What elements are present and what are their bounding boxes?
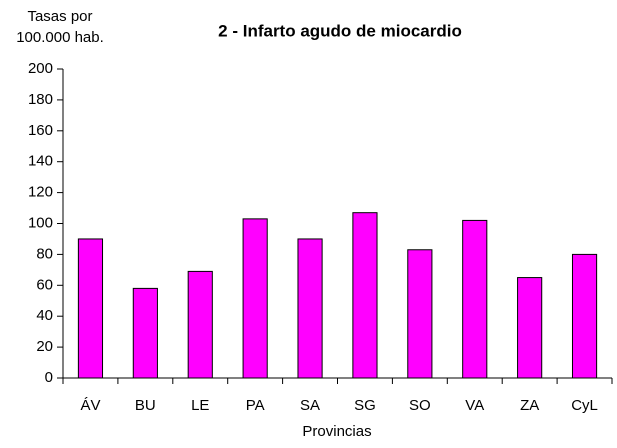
x-tick-label: CyL [571, 397, 598, 414]
x-tick-label: ÁV [80, 397, 100, 414]
x-tick-label: PA [246, 397, 265, 414]
y-tick-label: 160 [28, 122, 53, 139]
bar [352, 212, 378, 379]
bar [187, 270, 213, 379]
x-tick-label: VA [465, 397, 484, 414]
y-tick-label: 40 [36, 307, 53, 324]
x-tick-label: ZA [520, 397, 539, 414]
x-tick-label: SO [409, 397, 431, 414]
y-tick-label: 60 [36, 276, 53, 293]
x-tick-label: BU [135, 397, 156, 414]
x-tick-label: LE [191, 397, 209, 414]
y-tick-label: 140 [28, 153, 53, 170]
y-tick-label: 200 [28, 60, 53, 77]
bar [462, 219, 488, 379]
chart-title: 2 - Infarto agudo de miocardio [218, 21, 462, 40]
bar [517, 277, 543, 379]
y-tick-label: 100 [28, 214, 53, 231]
bar [242, 218, 268, 379]
x-axis-label: Provincias [302, 423, 371, 440]
bar [571, 253, 598, 379]
y-axis-label: Tasas por [27, 8, 92, 25]
y-tick-label: 180 [28, 91, 53, 108]
bar [407, 249, 433, 379]
bar [132, 287, 158, 379]
bar [297, 238, 323, 379]
x-tick-label: SG [354, 397, 376, 414]
y-tick-label: 20 [36, 338, 53, 355]
bar [77, 238, 104, 379]
x-tick-label: SA [300, 397, 320, 414]
y-tick-label: 120 [28, 184, 53, 201]
y-tick-label: 80 [36, 245, 53, 262]
y-axis-label: 100.000 hab. [16, 29, 104, 46]
y-tick-label: 0 [45, 369, 53, 386]
